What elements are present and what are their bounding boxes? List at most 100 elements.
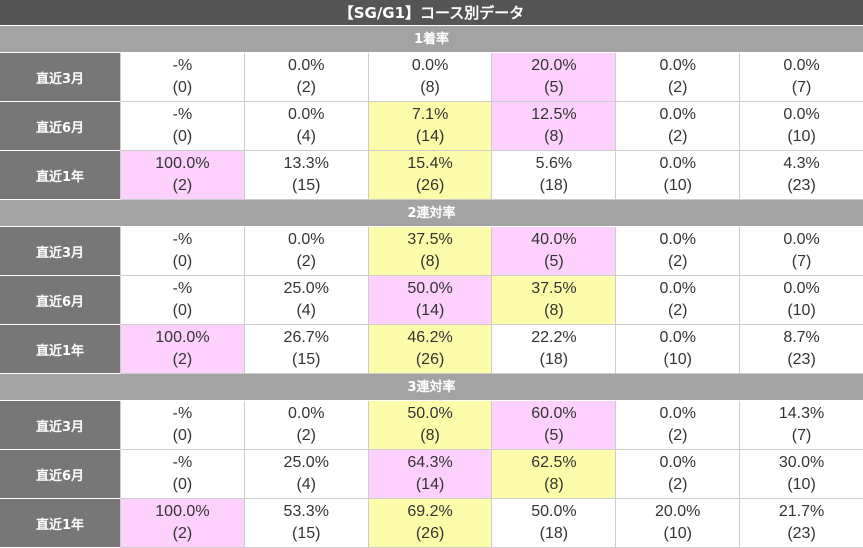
- table-row: 直近3月 -% (0) 0.0% (2) 0.0% (8) 20.0% (5) 0.0% (2) 0.…: [0, 53, 863, 102]
- cell-count: (23): [787, 177, 816, 194]
- table-cell: 4.3% (23): [740, 151, 863, 200]
- cell-percentage: 26.7%: [283, 329, 329, 346]
- row-label: 直近3月: [0, 53, 121, 102]
- cell-count: (26): [415, 351, 445, 368]
- cell-count: (2): [296, 79, 317, 96]
- table-cell: 0.0% (7): [740, 227, 863, 276]
- table-cell: 0.0% (8): [368, 53, 493, 102]
- cell-percentage: 60.0%: [531, 405, 577, 422]
- table-cell: 0.0% (2): [616, 53, 741, 102]
- table-cell: 100.0% (2): [121, 499, 245, 548]
- row-label: 直近6月: [0, 102, 121, 151]
- row-label: 直近1年: [0, 151, 121, 200]
- cell-count: (2): [172, 351, 193, 368]
- cell-percentage: 100.0%: [155, 329, 210, 346]
- cell-percentage: 30.0%: [778, 454, 825, 471]
- table-cell: 26.7% (15): [244, 325, 369, 374]
- cell-count: (0): [172, 79, 193, 96]
- section-header: 2連対率: [0, 200, 863, 227]
- cell-count: (2): [667, 128, 688, 145]
- cell-count: (18): [539, 525, 569, 542]
- table-cell: 0.0% (7): [740, 53, 863, 102]
- cell-count: (8): [420, 427, 440, 444]
- cell-percentage: 0.0%: [411, 57, 449, 74]
- cell-percentage: 100.0%: [155, 155, 210, 172]
- cell-count: (2): [667, 253, 688, 270]
- cell-count: (23): [787, 351, 816, 368]
- table-cell: -% (0): [121, 227, 245, 276]
- table-cell: 50.0% (8): [368, 401, 493, 450]
- table-cell: 0.0% (2): [616, 102, 741, 151]
- cell-percentage: -%: [172, 405, 193, 422]
- cell-count: (7): [791, 253, 812, 270]
- table-cell: 15.4% (26): [368, 151, 493, 200]
- row-label: 直近1年: [0, 499, 121, 548]
- table-cell: 20.0% (10): [616, 499, 741, 548]
- cell-count: (7): [791, 427, 812, 444]
- cell-count: (8): [544, 302, 564, 319]
- cell-percentage: 22.2%: [531, 329, 577, 346]
- cell-count: (15): [292, 525, 321, 542]
- cell-count: (8): [544, 476, 564, 493]
- cell-percentage: 21.7%: [778, 503, 825, 520]
- table-cell: 100.0% (2): [121, 325, 245, 374]
- cell-count: (26): [415, 177, 445, 194]
- table-row: 直近1年 100.0% (2) 13.3% (15) 15.4% (26) 5.6% (18) 0…: [0, 151, 863, 200]
- cell-count: (7): [791, 79, 812, 96]
- table-cell: 21.7% (23): [740, 499, 863, 548]
- cell-count: (2): [667, 302, 688, 319]
- cell-count: (2): [172, 525, 193, 542]
- cell-percentage: 69.2%: [407, 503, 453, 520]
- cell-percentage: 0.0%: [783, 231, 820, 248]
- cell-percentage: -%: [172, 280, 193, 297]
- table-cell: 64.3% (14): [368, 450, 493, 499]
- cell-count: (0): [172, 128, 193, 145]
- cell-percentage: 0.0%: [659, 280, 696, 297]
- cell-percentage: 53.3%: [283, 503, 329, 520]
- cell-percentage: -%: [172, 454, 193, 471]
- cell-count: (0): [172, 427, 193, 444]
- cell-count: (23): [787, 525, 816, 542]
- cell-percentage: 50.0%: [407, 405, 453, 422]
- table-cell: 40.0% (5): [492, 227, 617, 276]
- cell-count: (2): [667, 476, 688, 493]
- cell-percentage: 25.0%: [283, 280, 329, 297]
- table-cell: 25.0% (4): [244, 450, 369, 499]
- row-label: 直近3月: [0, 401, 121, 450]
- table-cell: 0.0% (2): [616, 276, 741, 325]
- cell-percentage: 37.5%: [407, 231, 453, 248]
- table-cell: 0.0% (10): [740, 276, 863, 325]
- row-label: 直近6月: [0, 450, 121, 499]
- cell-count: (10): [787, 476, 816, 493]
- cell-percentage: 0.0%: [659, 454, 696, 471]
- cell-percentage: 0.0%: [783, 106, 820, 123]
- table-cell: 0.0% (2): [616, 227, 741, 276]
- cell-count: (5): [544, 427, 564, 444]
- cell-percentage: 0.0%: [783, 280, 820, 297]
- cell-percentage: 50.0%: [531, 503, 577, 520]
- cell-count: (10): [787, 302, 816, 319]
- cell-count: (2): [667, 427, 688, 444]
- table-cell: 25.0% (4): [244, 276, 369, 325]
- section-header: 3連対率: [0, 374, 863, 401]
- row-label: 直近6月: [0, 276, 121, 325]
- cell-percentage: 13.3%: [283, 155, 329, 172]
- table-cell: 20.0% (5): [492, 53, 617, 102]
- cell-percentage: 25.0%: [283, 454, 329, 471]
- cell-percentage: 46.2%: [407, 329, 453, 346]
- table-cell: 8.7% (23): [740, 325, 863, 374]
- cell-percentage: 50.0%: [407, 280, 453, 297]
- table-cell: 22.2% (18): [492, 325, 617, 374]
- cell-percentage: 20.0%: [531, 57, 577, 74]
- cell-count: (2): [172, 177, 193, 194]
- cell-count: (10): [663, 177, 692, 194]
- table-row: 直近3月 -% (0) 0.0% (2) 50.0% (8) 60.0% (5) 0.0% (2) 1…: [0, 401, 863, 450]
- table-cell: 12.5% (8): [492, 102, 617, 151]
- cell-percentage: 7.1%: [411, 106, 449, 123]
- table-cell: 0.0% (2): [244, 401, 369, 450]
- table-cell: -% (0): [121, 102, 245, 151]
- table-cell: -% (0): [121, 401, 245, 450]
- cell-percentage: 5.6%: [535, 155, 573, 172]
- cell-percentage: 14.3%: [778, 405, 825, 422]
- table-row: 直近6月 -% (0) 0.0% (4) 7.1% (14) 12.5% (8) 0.0% (2) 0…: [0, 102, 863, 151]
